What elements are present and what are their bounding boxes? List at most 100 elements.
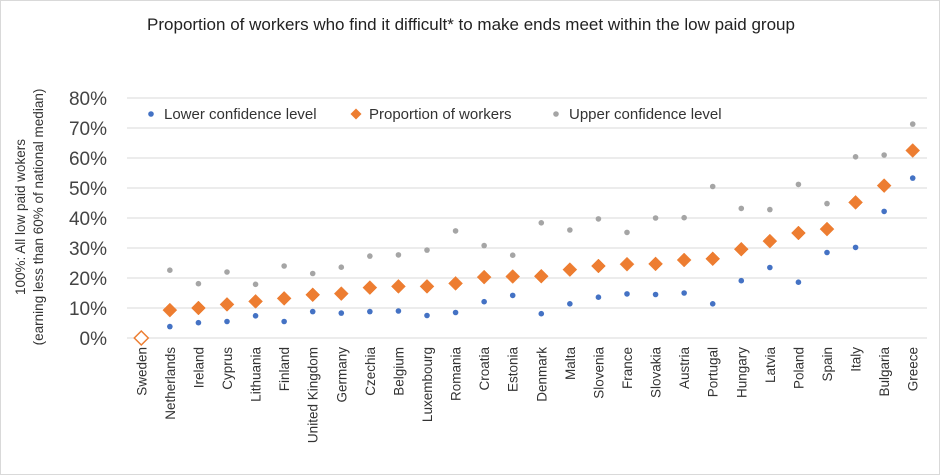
dot-point [424,247,430,253]
dot-point [452,309,459,316]
dot-point [881,208,887,215]
series-0 [138,175,916,341]
dot-point [367,308,373,315]
diamond-point [419,279,435,294]
dot-point [567,227,573,233]
x-tick-label: Cyprus [220,347,235,390]
dot-point [567,301,573,307]
series-1 [133,143,921,347]
diamond-point [591,258,606,274]
diamond-point [648,256,663,272]
y-tick-label: 50% [69,179,107,200]
dot-point [395,308,402,314]
x-tick-label: Slovenia [591,347,606,399]
diamond-point [562,262,578,277]
diamond-point [619,256,635,272]
diamond-point [533,268,549,284]
dot-point [824,249,830,256]
x-tick-label: Latvia [763,347,778,384]
x-tick-label: Luxembourg [420,347,435,422]
x-tick-label: Italy [849,347,864,372]
x-tick-label: Belgium [391,347,406,396]
dot-point [338,310,345,316]
diamond-point [133,329,150,347]
x-tick-label: Netherlands [163,347,178,420]
dot-point [595,216,602,222]
diamond-point [162,302,178,318]
dot-point [624,291,630,297]
diamond-point [362,280,378,295]
dot-point [309,308,316,315]
x-tick-label: United Kingdom [306,347,321,443]
diamond-point [505,269,521,284]
x-tick-label: Spain [820,347,835,382]
y-tick-label: 0% [80,329,108,350]
dot-point [738,277,745,284]
dot-point [538,220,545,226]
dot-point [224,269,230,275]
y-tick-label: 80% [69,89,107,110]
diamond-point [191,300,206,316]
x-tick-label: Czechia [363,347,378,396]
dot-point [881,152,887,158]
diamond-point [476,269,492,285]
x-tick-label: Hungary [734,347,749,398]
x-tick-label: Denmark [534,347,549,402]
dot-point [909,121,916,127]
dot-point [309,270,316,277]
diamond-point [791,225,806,241]
diamond-point [448,276,463,291]
diamond-point [819,221,835,237]
dot-point [681,214,687,221]
x-tick-label: France [620,347,635,389]
dot-point [281,318,287,325]
y-tick-label: 70% [69,119,107,140]
dot-point [767,206,773,213]
x-tick-label: Ireland [191,347,206,388]
y-axis-title-line1: 100%: All low paid wokers [13,139,28,295]
diamond-point [762,233,778,249]
dot-point [424,312,430,319]
dot-point [852,244,859,251]
dot-point [367,253,373,259]
dot-point [595,294,602,301]
dot-point [652,291,659,298]
y-axis-title: 100%: All low paid wokers (earning less … [13,89,46,346]
dot-point [652,215,659,221]
dot-point [795,279,802,286]
x-tick-label: Romania [449,347,464,402]
dot-point [195,319,202,326]
dot-point [509,292,516,299]
dot-point [452,228,459,234]
legend-label: Proportion of workers [369,106,512,123]
y-tick-label: 10% [69,299,107,320]
dot-point [852,154,859,160]
legend-diamond-marker [350,108,362,120]
x-tick-label: Greece [906,347,921,391]
dot-point [395,252,402,258]
x-tick-label: Finland [277,347,292,391]
diamond-point [305,287,321,303]
x-tick-label: Austria [677,347,692,390]
x-tick-label: Lithuania [249,347,264,402]
x-tick-label: Estonia [506,347,521,393]
y-axis-title-line2: (earning less than 60% of national media… [31,89,46,346]
dot-point [481,242,487,249]
diamond-point [733,241,749,257]
dot-point [195,280,202,287]
legend-dot-marker [553,111,559,117]
diamond-point [333,286,349,301]
diamond-point [676,252,692,268]
diamond-point [705,251,721,267]
dot-point [909,175,916,181]
y-tick-label: 30% [69,239,107,260]
dot-point [767,264,773,271]
y-axis-ticks: 0% 10% 20% 30% 40% 50% 60% 70% 80% [69,89,107,350]
dot-point [481,298,487,305]
x-axis-labels: Sweden Netherlands Ireland Cyprus Lithuania F… [134,347,920,444]
dot-point [824,200,830,207]
dot-point [167,267,173,274]
legend-label: Lower confidence level [164,106,317,123]
